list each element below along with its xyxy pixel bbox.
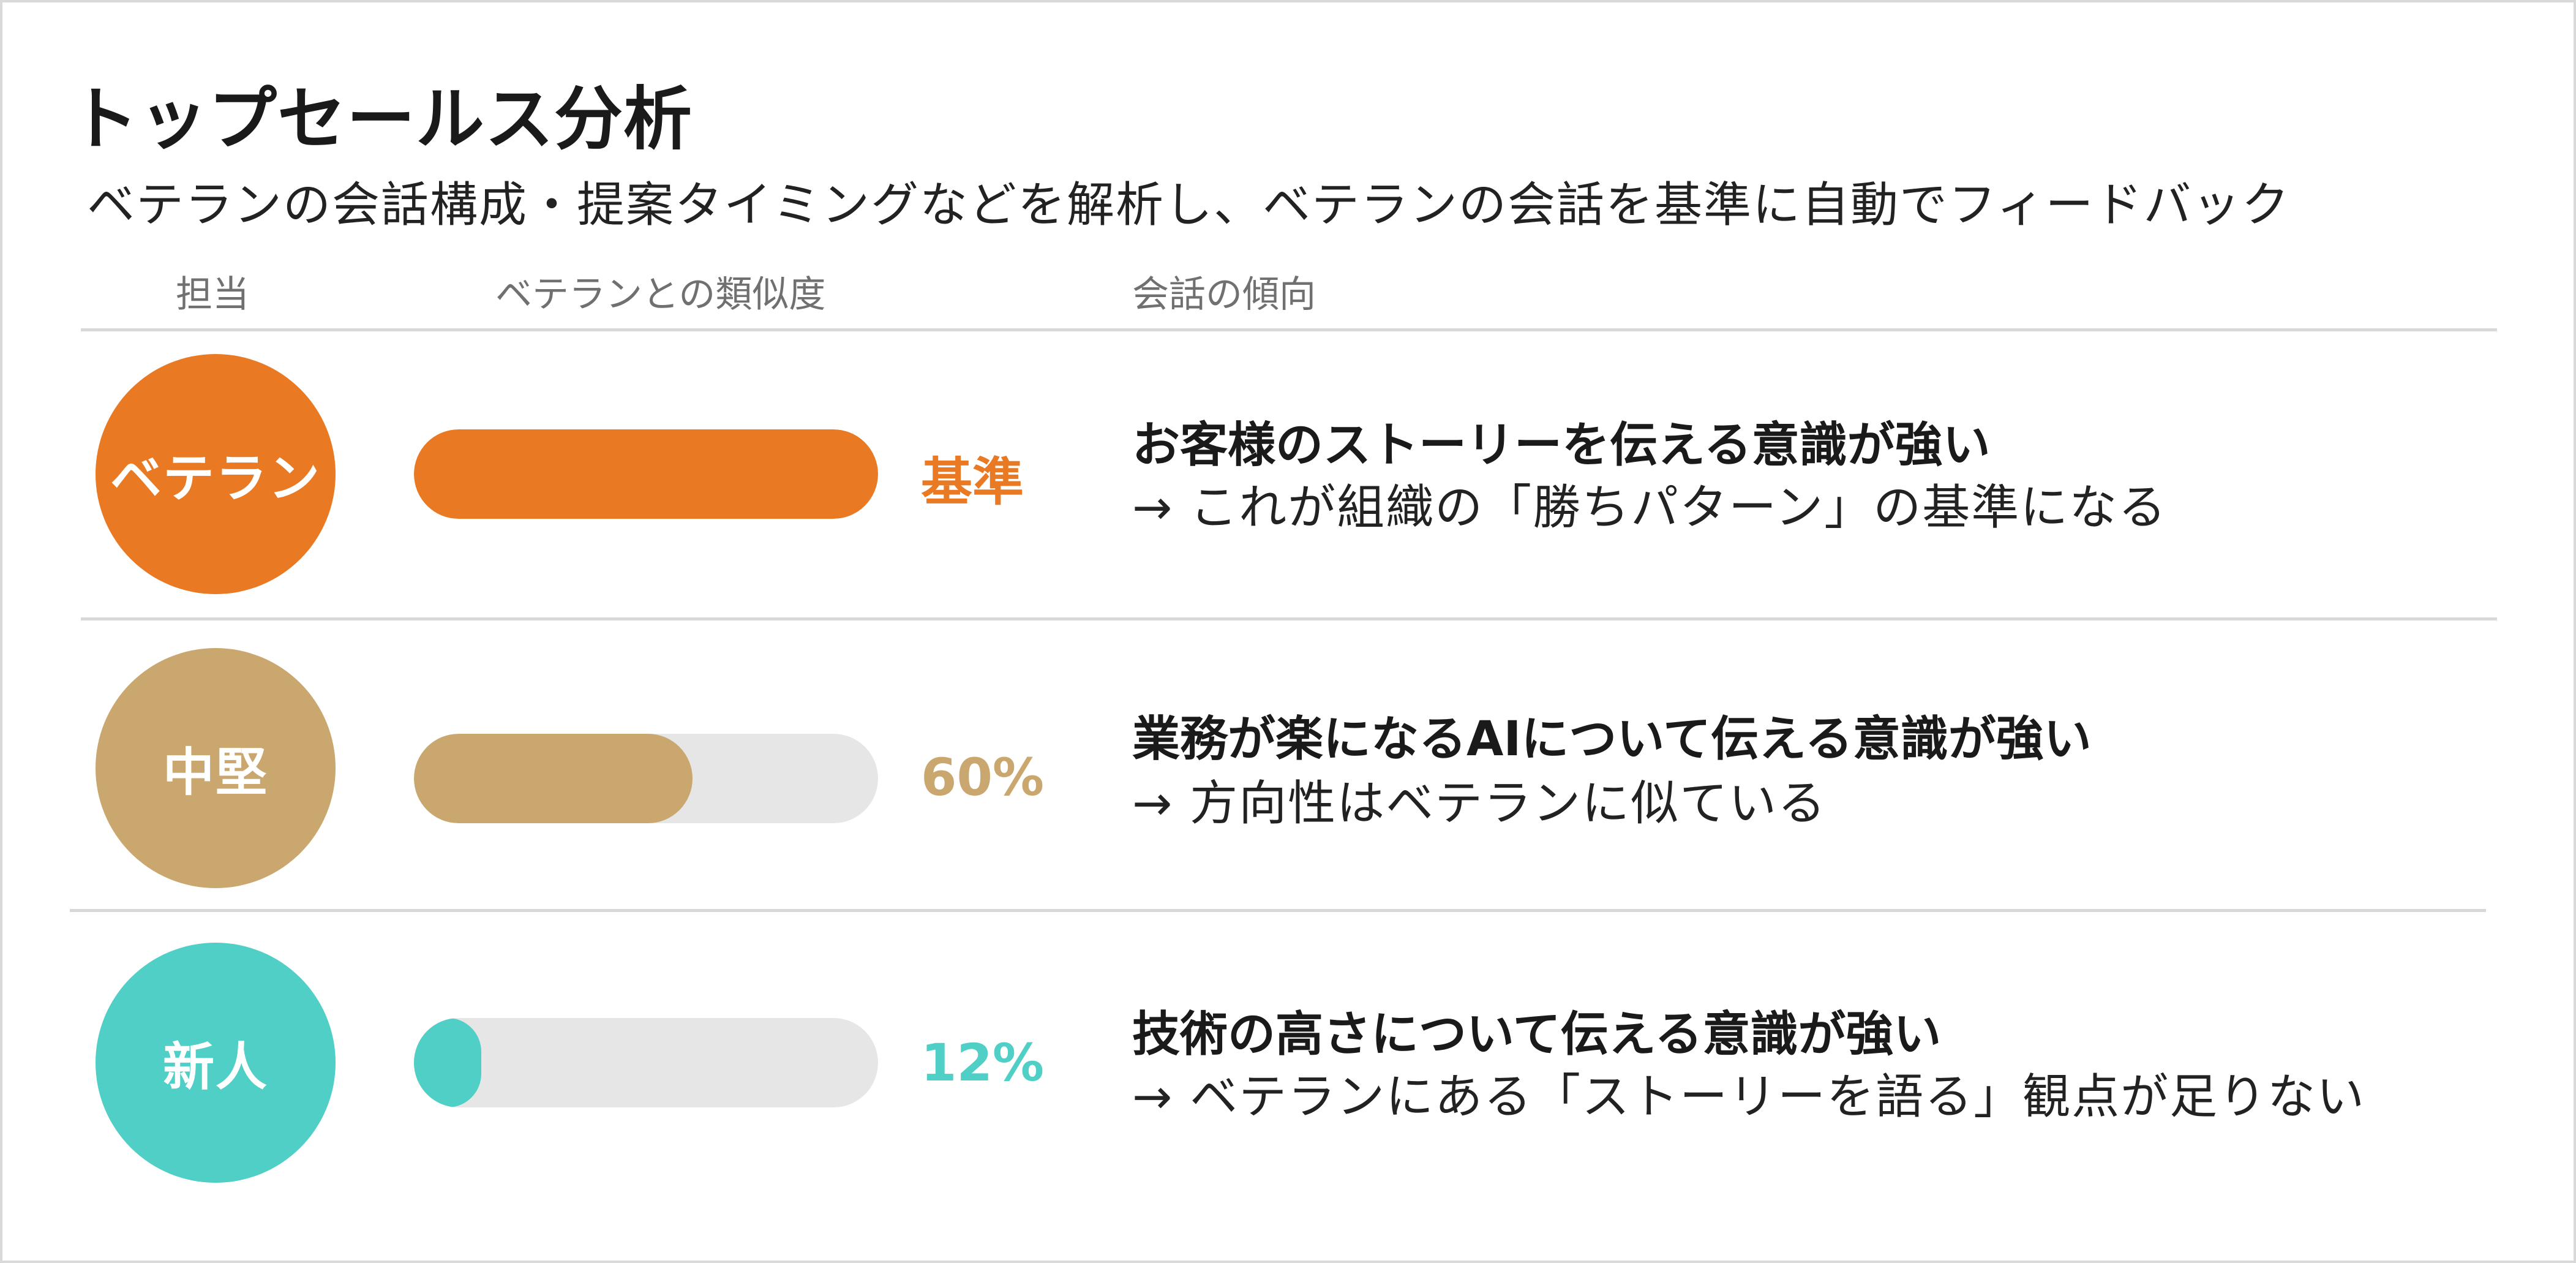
similarity-bar-veteran — [414, 429, 878, 519]
column-header-trend: 会話の傾向 — [1132, 273, 1316, 316]
person-badge-veteran: ベテラン — [96, 354, 336, 594]
similarity-value-newcomer: 12% — [921, 1033, 1045, 1093]
column-header-person: 担当 — [176, 273, 249, 316]
trend-detail-newcomer: → ベテランにある「ストーリーを語る」観点が足りない — [1132, 1069, 2366, 1125]
row-divider — [70, 909, 2486, 912]
trend-headline-veteran: お客様のストーリーを伝える意識が強い — [1132, 418, 1991, 473]
similarity-value-mid: 60% — [921, 747, 1045, 807]
column-header-similarity: ベテランとの類似度 — [495, 273, 826, 316]
similarity-bar-fill-mid — [414, 734, 693, 823]
similarity-bar-fill-veteran — [414, 429, 878, 519]
trend-headline-newcomer: 技術の高さについて伝える意識が強い — [1132, 1007, 1942, 1062]
row-divider — [81, 617, 2497, 620]
page-subtitle: ベテランの会話構成・提案タイミングなどを解析し、ベテランの会話を基準に自動でフィ… — [87, 178, 2291, 233]
trend-detail-veteran: → これが組織の「勝ちパターン」の基準になる — [1132, 480, 2168, 535]
row-divider — [81, 328, 2497, 331]
trend-detail-mid: → 方向性はベテランに似ている — [1132, 776, 1827, 831]
similarity-bar-newcomer — [414, 1018, 878, 1107]
trend-headline-mid: 業務が楽になるAIについて伝える意識が強い — [1132, 712, 2092, 767]
similarity-bar-fill-newcomer — [414, 1018, 481, 1107]
similarity-value-veteran: 基準 — [921, 452, 1024, 512]
similarity-bar-mid — [414, 734, 878, 823]
page-title: トップセールス分析 — [70, 80, 693, 159]
person-badge-mid: 中堅 — [96, 648, 336, 888]
person-badge-newcomer: 新人 — [96, 943, 336, 1183]
